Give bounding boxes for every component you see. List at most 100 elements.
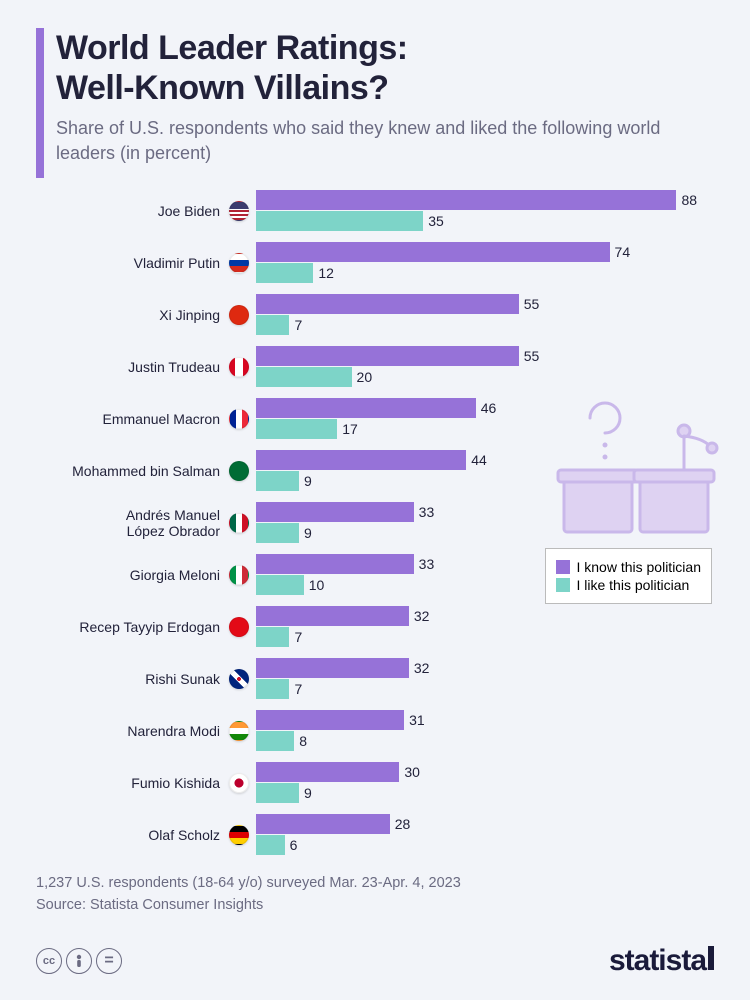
flag-col xyxy=(226,565,252,585)
chart-row: Vladimir Putin 74 12 xyxy=(50,241,714,285)
row-label: Rishi Sunak xyxy=(50,671,226,687)
bar-know xyxy=(256,242,610,262)
cc-icon xyxy=(66,948,92,974)
bar-value-like: 7 xyxy=(294,629,302,645)
bar-value-like: 8 xyxy=(299,733,307,749)
bar-value-like: 6 xyxy=(290,837,298,853)
flag-icon xyxy=(229,461,249,481)
legend-swatch-like xyxy=(556,578,570,592)
bars-col: 28 6 xyxy=(252,813,714,856)
row-label: Narendra Modi xyxy=(50,723,226,739)
flag-col xyxy=(226,201,252,221)
bars-col: 74 12 xyxy=(252,241,714,284)
bar-know xyxy=(256,450,466,470)
bar-value-know: 31 xyxy=(409,712,425,728)
bar-like xyxy=(256,679,289,699)
bar-like xyxy=(256,211,423,231)
chart-row: Xi Jinping557 xyxy=(50,293,714,337)
flag-icon xyxy=(229,409,249,429)
page-title: World Leader Ratings: Well-Known Villain… xyxy=(56,28,714,108)
flag-icon xyxy=(229,617,249,637)
bar-wrap-like: 12 xyxy=(256,263,714,283)
flag-col xyxy=(226,617,252,637)
chart-row: Narendra Modi 31 8 xyxy=(50,709,714,753)
flag-col xyxy=(226,357,252,377)
logo-bar-icon xyxy=(708,946,714,970)
bar-like xyxy=(256,835,285,855)
bar-wrap-know: 28 xyxy=(256,814,714,834)
statista-logo: statista xyxy=(609,944,714,978)
bar-wrap-know: 74 xyxy=(256,242,714,262)
bar-know xyxy=(256,710,404,730)
flag-col xyxy=(226,253,252,273)
flag-col xyxy=(226,721,252,741)
flag-icon xyxy=(229,305,249,325)
row-label: Mohammed bin Salman xyxy=(50,463,226,479)
header: World Leader Ratings: Well-Known Villain… xyxy=(36,28,714,165)
bar-wrap-know: 31 xyxy=(256,710,714,730)
flag-icon xyxy=(229,773,249,793)
bar-value-know: 55 xyxy=(524,348,540,364)
bar-value-like: 10 xyxy=(309,577,325,593)
bar-know xyxy=(256,762,399,782)
flag-col xyxy=(226,305,252,325)
flag-icon xyxy=(229,201,249,221)
bar-like xyxy=(256,783,299,803)
bars-col: 557 xyxy=(252,293,714,336)
bar-value-like: 9 xyxy=(304,785,312,801)
subtitle: Share of U.S. respondents who said they … xyxy=(56,116,714,165)
legend-label-know: I know this politician xyxy=(576,559,701,575)
flag-icon xyxy=(229,253,249,273)
bars-col: 55 20 xyxy=(252,345,714,388)
bar-know xyxy=(256,554,414,574)
bar-wrap-like: 7 xyxy=(256,315,714,335)
bar-know xyxy=(256,398,476,418)
chart-row: Fumio Kishida309 xyxy=(50,761,714,805)
bars-col: 327 xyxy=(252,657,714,700)
flag-icon xyxy=(229,513,249,533)
cc-icon: = xyxy=(96,948,122,974)
flag-col xyxy=(226,409,252,429)
footer: cc= statista xyxy=(36,944,714,978)
flag-col xyxy=(226,461,252,481)
bar-like xyxy=(256,731,294,751)
legend-swatch-know xyxy=(556,560,570,574)
bar-value-know: 46 xyxy=(481,400,497,416)
legend-item-like: I like this politician xyxy=(556,577,701,593)
bar-value-like: 9 xyxy=(304,473,312,489)
bar-like xyxy=(256,523,299,543)
row-label: Vladimir Putin xyxy=(50,255,226,271)
bar-value-know: 88 xyxy=(681,192,697,208)
bar-know xyxy=(256,606,409,626)
bar-value-like: 35 xyxy=(428,213,444,229)
bar-wrap-like: 6 xyxy=(256,835,714,855)
chart-row: Rishi Sunak327 xyxy=(50,657,714,701)
row-label: Emmanuel Macron xyxy=(50,411,226,427)
bar-wrap-know: 55 xyxy=(256,346,714,366)
podium-illustration xyxy=(552,400,722,540)
footnote-line-2: Source: Statista Consumer Insights xyxy=(36,895,714,917)
bar-wrap-know: 88 xyxy=(256,190,714,210)
chart-row: Olaf Scholz286 xyxy=(50,813,714,857)
legend-item-know: I know this politician xyxy=(556,559,701,575)
row-label: Recep Tayyip Erdogan xyxy=(50,619,226,635)
bar-value-know: 74 xyxy=(615,244,631,260)
bars-col: 88 35 xyxy=(252,189,714,232)
footnote: 1,237 U.S. respondents (18-64 y/o) surve… xyxy=(36,873,714,917)
bar-wrap-like: 7 xyxy=(256,679,714,699)
bar-value-like: 7 xyxy=(294,317,302,333)
bar-wrap-like: 8 xyxy=(256,731,714,751)
bar-value-know: 44 xyxy=(471,452,487,468)
flag-icon xyxy=(229,669,249,689)
bar-value-know: 28 xyxy=(395,816,411,832)
bar-value-like: 12 xyxy=(318,265,334,281)
chart-row: Recep Tayyip Erdogan327 xyxy=(50,605,714,649)
row-label: Andrés ManuelLópez Obrador xyxy=(50,507,226,539)
bar-value-like: 20 xyxy=(357,369,373,385)
row-label: Fumio Kishida xyxy=(50,775,226,791)
row-label: Justin Trudeau xyxy=(50,359,226,375)
bar-know xyxy=(256,294,519,314)
bar-like xyxy=(256,471,299,491)
bar-value-know: 32 xyxy=(414,660,430,676)
row-label: Giorgia Meloni xyxy=(50,567,226,583)
